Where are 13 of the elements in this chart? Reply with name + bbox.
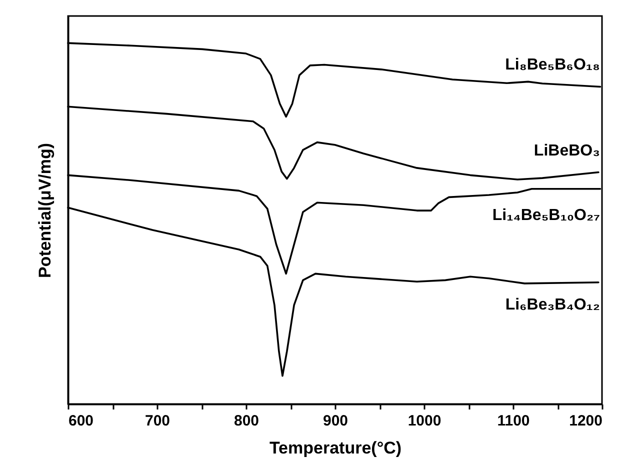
x-tick-label: 600 xyxy=(68,412,94,430)
x-tick-label: 1000 xyxy=(408,412,442,430)
x-tick-label: 800 xyxy=(234,412,260,430)
x-axis-title: Temperature(°C) xyxy=(269,438,402,458)
x-tick-label: 900 xyxy=(322,412,348,430)
x-tick-label: 700 xyxy=(144,412,170,430)
series-label: Li₆Be₃B₄O₁₂ xyxy=(505,296,600,314)
series-label: Li₈Be₅B₆O₁₈ xyxy=(505,56,600,74)
y-axis-title: Potential(μV/mg) xyxy=(36,142,54,278)
x-tick-label: 1100 xyxy=(497,412,530,430)
x-tick-label: 1200 xyxy=(569,412,602,430)
series-label: Li₁₄Be₅B₁₀O₂₇ xyxy=(492,206,600,224)
series-label: LiBeBO₃ xyxy=(534,142,600,160)
